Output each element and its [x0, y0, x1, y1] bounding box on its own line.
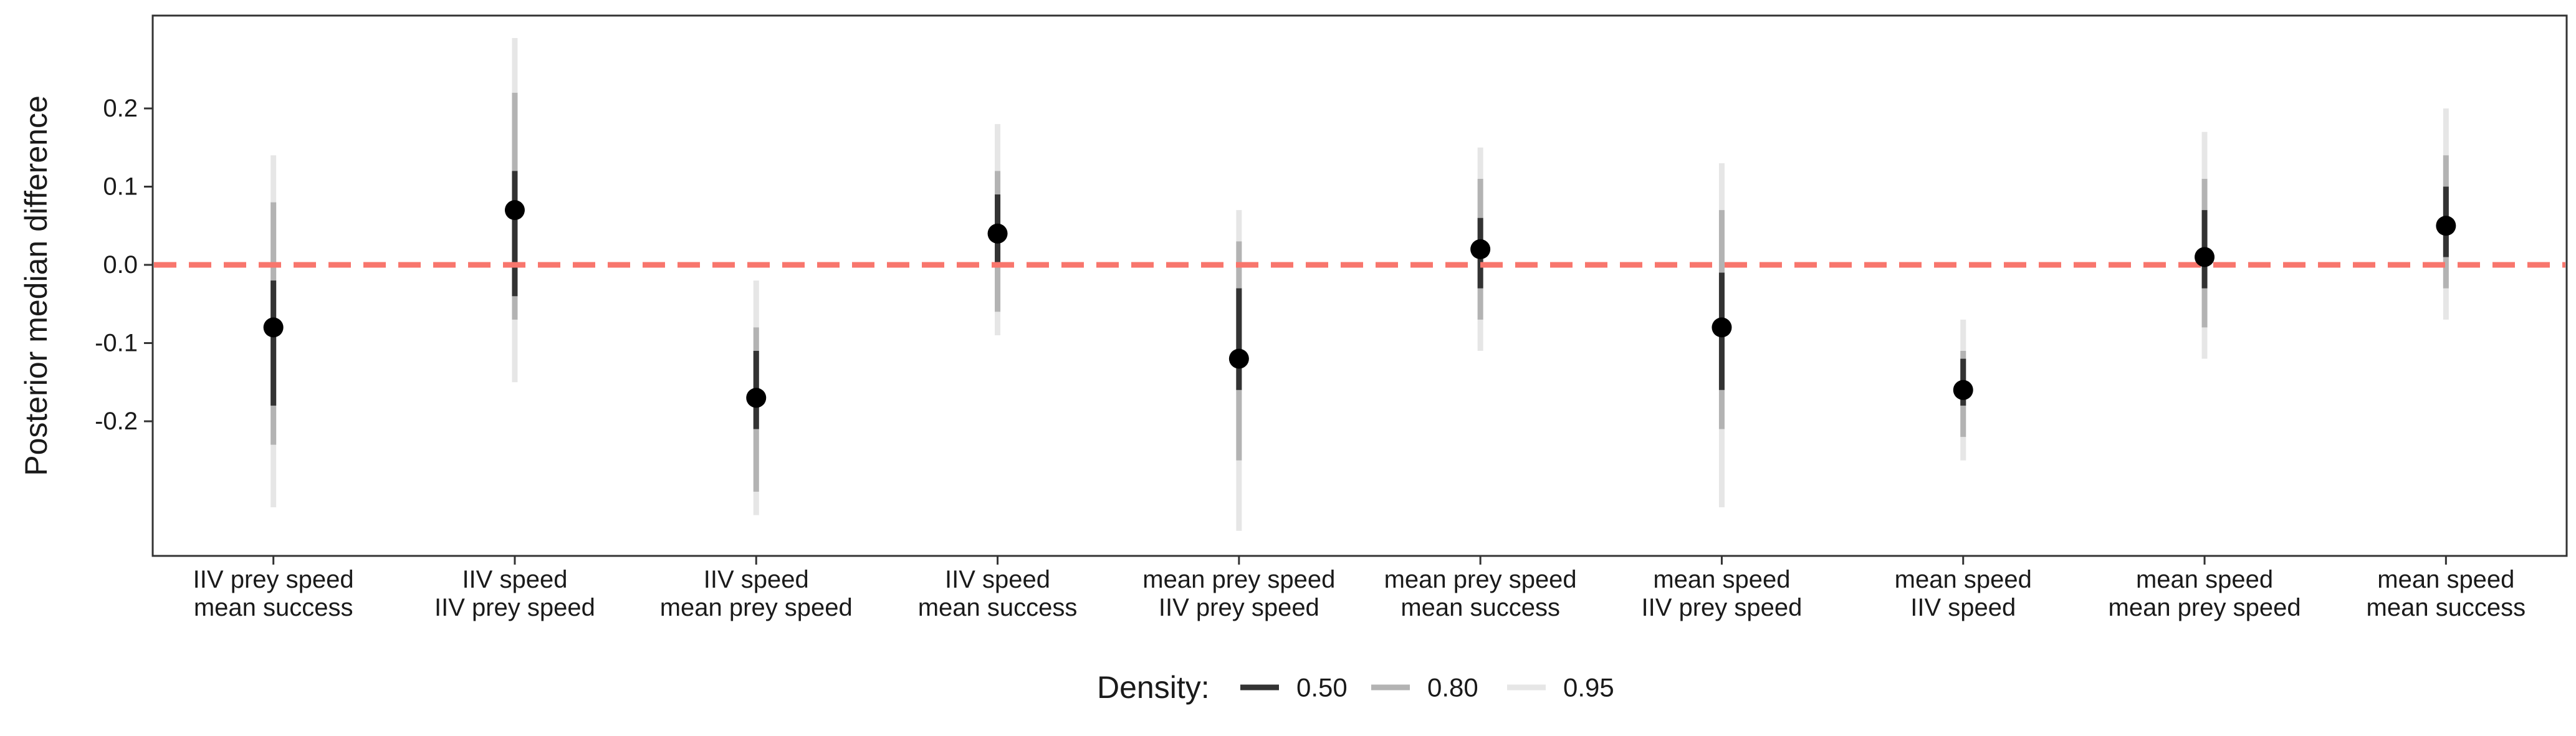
x-tick-label-line: mean prey speed: [1384, 566, 1577, 593]
median-point: [2195, 247, 2215, 267]
median-point: [1953, 380, 1973, 400]
x-tick-label-line: mean success: [194, 594, 353, 621]
median-point: [263, 317, 284, 338]
y-tick-label: -0.2: [95, 408, 138, 435]
x-tick-label-line: IIV prey speed: [434, 594, 595, 621]
median-point: [1228, 348, 1249, 369]
y-axis: 0.2 0.1 0.0 -0.1 -0.2: [95, 95, 153, 435]
x-tick-label-line: IIV prey speed: [1641, 594, 1802, 621]
legend-label: 0.80: [1427, 673, 1478, 702]
y-tick-label: 0.0: [103, 251, 138, 279]
median-point: [987, 223, 1008, 244]
y-tick-label: 0.2: [103, 95, 138, 122]
x-tick-label-line: mean success: [2367, 594, 2526, 621]
x-tick-label-line: mean success: [1401, 594, 1560, 621]
y-tick-label: -0.1: [95, 330, 138, 357]
x-tick-label-line: IIV speed: [462, 566, 567, 593]
x-tick-label: IIV speed IIV prey speed: [434, 566, 595, 621]
median-point: [2436, 216, 2456, 236]
x-tick-label: mean speed IIV prey speed: [1641, 566, 1802, 621]
x-tick-label: mean prey speed IIV prey speed: [1142, 566, 1335, 621]
median-point: [1712, 317, 1732, 338]
x-tick-label: mean speed IIV speed: [1895, 566, 2032, 621]
intervals-layer: [271, 38, 2449, 531]
x-tick-label-line: mean speed: [1653, 566, 1790, 593]
x-tick-label-line: IIV speed: [945, 566, 1050, 593]
x-tick-label-line: mean success: [918, 594, 1078, 621]
x-tick-label: IIV speed mean prey speed: [660, 566, 853, 621]
x-tick-label-line: IIV speed: [1910, 594, 2016, 621]
x-tick-label-line: IIV prey speed: [1159, 594, 1319, 621]
x-tick-label: mean speed mean success: [2367, 566, 2526, 621]
plot-panel-border: [151, 14, 2568, 557]
x-tick-label: IIV speed mean success: [918, 566, 1078, 621]
x-tick-label-line: mean speed: [2377, 566, 2514, 593]
x-tick-label-line: mean prey speed: [2109, 594, 2301, 621]
median-point: [504, 200, 525, 221]
x-tick-label-line: IIV prey speed: [193, 566, 354, 593]
x-tick-label: mean prey speed mean success: [1384, 566, 1577, 621]
median-point: [1470, 239, 1491, 259]
x-tick-label: mean speed mean prey speed: [2109, 566, 2301, 621]
legend-label: 0.50: [1296, 673, 1348, 702]
legend-label: 0.95: [1563, 673, 1614, 702]
x-tick-label-line: mean prey speed: [1142, 566, 1335, 593]
x-tick-label-line: mean prey speed: [660, 594, 853, 621]
x-tick-label-line: IIV speed: [704, 566, 809, 593]
points-layer: [263, 200, 2456, 408]
y-axis-label: Posterior median difference: [19, 95, 54, 476]
y-tick-label: 0.1: [103, 173, 138, 201]
x-tick-label-line: mean speed: [2136, 566, 2273, 593]
legend-title: Density:: [1097, 670, 1210, 705]
x-tick-label: IIV prey speed mean success: [193, 566, 354, 621]
legend: Density: 0.50 0.80 0.95: [1097, 670, 1614, 705]
median-point: [746, 388, 767, 408]
x-tick-label-line: mean speed: [1895, 566, 2032, 593]
